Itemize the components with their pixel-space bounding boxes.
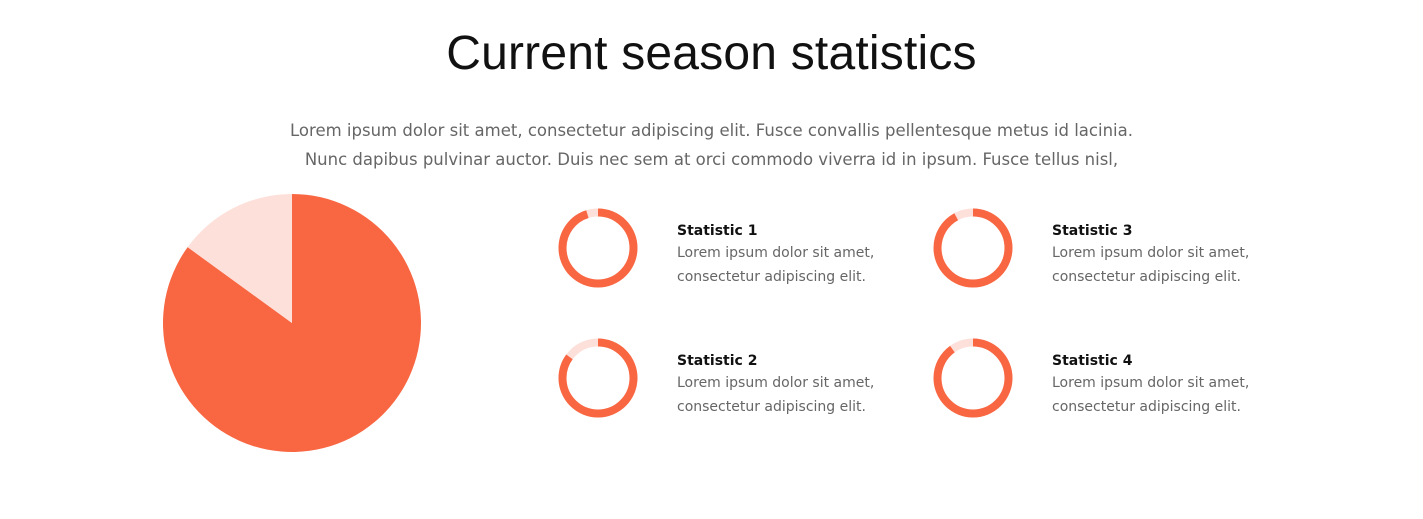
statistic-label: Statistic 4 <box>1052 353 1133 369</box>
statistic-card: Statistic 2 Lorem ipsum dolor sit amet, … <box>557 337 977 421</box>
statistic-donut-chart <box>558 338 638 418</box>
intro-line: Nunc dapibus pulvinar auctor. Duis nec s… <box>304 150 1119 169</box>
intro-line: Lorem ipsum dolor sit amet, consectetur … <box>290 121 1133 140</box>
donut-value-arc <box>558 338 638 418</box>
intro-paragraph: Lorem ipsum dolor sit amet, consectetur … <box>0 116 1423 174</box>
statistic-label: Statistic 2 <box>677 353 758 369</box>
statistic-card: Statistic 1 Lorem ipsum dolor sit amet, … <box>557 207 977 291</box>
statistic-description: consectetur adipiscing elit. <box>1052 399 1241 415</box>
pie-slice <box>187 194 292 323</box>
donut-value-arc <box>558 208 638 288</box>
statistic-description: Lorem ipsum dolor sit amet, <box>677 375 875 391</box>
donut-value-arc <box>933 208 1013 288</box>
statistic-description: consectetur adipiscing elit. <box>1052 269 1241 285</box>
statistic-label: Statistic 1 <box>677 223 758 239</box>
statistic-description: Lorem ipsum dolor sit amet, <box>1052 245 1250 261</box>
statistic-donut-chart <box>933 338 1013 418</box>
statistic-description: consectetur adipiscing elit. <box>677 399 866 415</box>
season-pie-chart <box>162 194 421 452</box>
statistic-description: Lorem ipsum dolor sit amet, <box>1052 375 1250 391</box>
statistic-donut-chart <box>933 208 1013 288</box>
statistic-label: Statistic 3 <box>1052 223 1133 239</box>
statistic-card: Statistic 4 Lorem ipsum dolor sit amet, … <box>932 337 1352 421</box>
pie-slice <box>162 194 421 452</box>
statistic-donut-chart <box>558 208 638 288</box>
donut-value-arc <box>933 338 1013 418</box>
statistic-description: Lorem ipsum dolor sit amet, <box>677 245 875 261</box>
statistic-card: Statistic 3 Lorem ipsum dolor sit amet, … <box>932 207 1352 291</box>
page-title: Current season statistics <box>446 27 977 80</box>
statistic-description: consectetur adipiscing elit. <box>677 269 866 285</box>
